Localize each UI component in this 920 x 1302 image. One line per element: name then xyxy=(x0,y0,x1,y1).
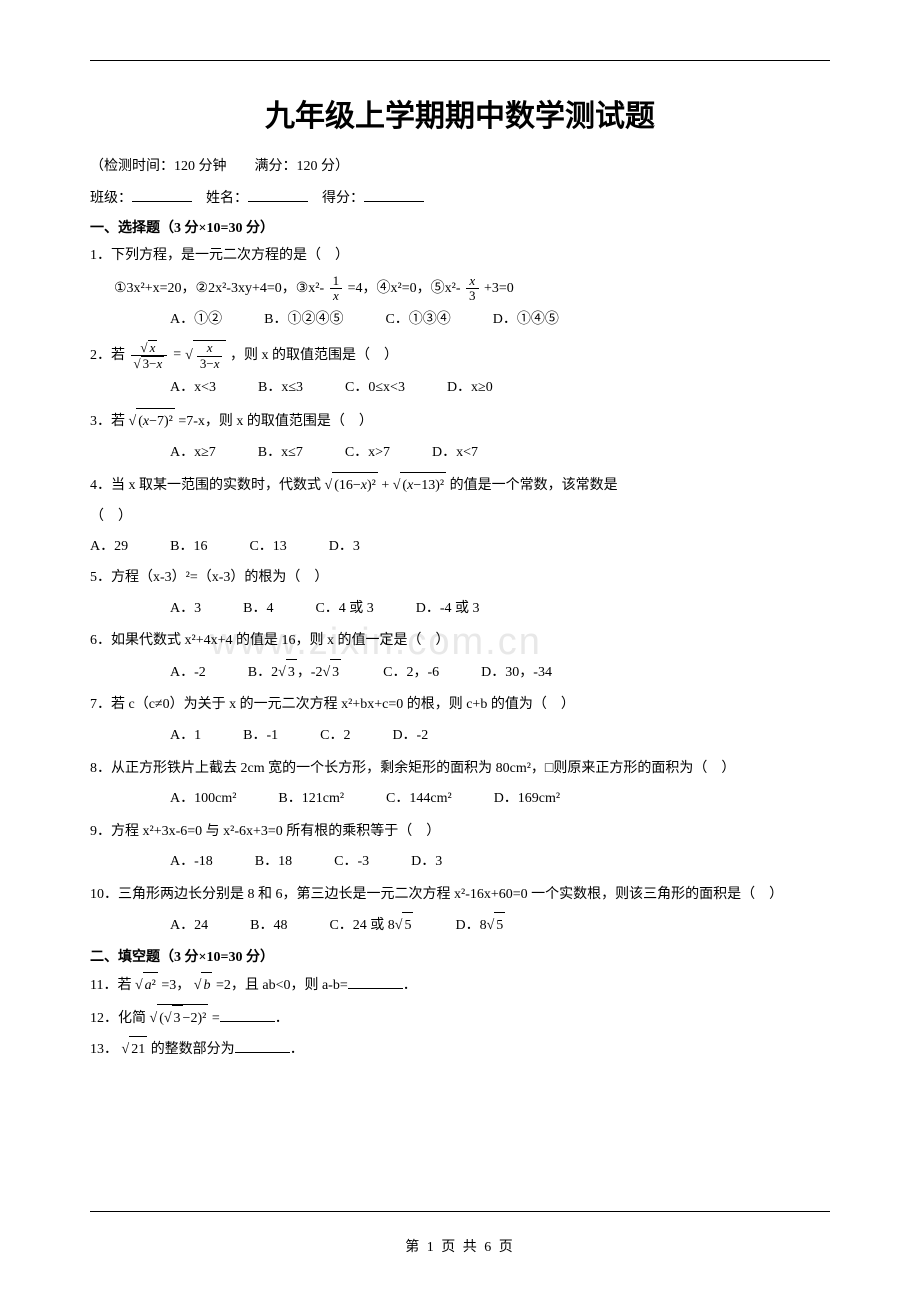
q4-text-a: 4．当 x 取某一范围的实数时，代数式 xyxy=(90,478,321,493)
q6-opts-a: A．-2 B．2 xyxy=(170,665,278,680)
sqrt-b: √b xyxy=(194,978,213,993)
q9-options: A．-18 B．18 C．-3 D．3 xyxy=(90,849,830,876)
q11-c: =2，且 ab<0，则 a-b= xyxy=(216,978,348,993)
sqrt-a2: √a² xyxy=(135,978,158,993)
q1-options: A．①② B．①②④⑤ C．①③④ D．①④⑤ xyxy=(90,307,830,334)
sqrt5-1: √5 xyxy=(395,918,414,933)
page-footer: 第 1 页 共 6 页 xyxy=(90,1236,830,1256)
q2-text-b: ，则 x 的取值范围是（ ） xyxy=(230,348,398,363)
q10-opts-a: A．24 B．48 C．24 或 8 xyxy=(170,918,395,933)
q13: 13． √21 的整数部分为 ． xyxy=(90,1036,830,1064)
q4: 4．当 x 取某一范围的实数时，代数式 √(16−x)² + √(x−13)² … xyxy=(90,472,830,500)
score-blank xyxy=(364,187,424,202)
q1-body: ①3x²+x=20，②2x²-3xy+4=0，③x²- 1x =4，④x²=0，… xyxy=(90,274,830,304)
sqrt3-2: √3 xyxy=(322,665,341,680)
q7-options: A．1 B．-1 C．2 D．-2 xyxy=(90,723,830,750)
q11-a: 11．若 xyxy=(90,978,131,993)
q11-blank xyxy=(348,974,403,989)
sqrt-rhs: √x3−x xyxy=(185,340,226,371)
q1-text-c: +3=0 xyxy=(481,281,514,296)
q5-options: A．3 B．4 C．4 或 3 D．-4 或 3 xyxy=(90,596,830,623)
q1-text-a: ①3x²+x=20，②2x²-3xy+4=0，③x²- xyxy=(114,281,328,296)
q4-paren: （ ） xyxy=(90,504,830,531)
q2-text-a: 2．若 xyxy=(90,348,125,363)
section-1-heading: 一、选择题（3 分×10=30 分） xyxy=(90,217,830,237)
q10-options: A．24 B．48 C．24 或 8√5 D．8√5 xyxy=(90,912,830,940)
q2-equation: √x√3−x = √x3−x xyxy=(129,340,227,372)
q3: 3．若 √(x−7)² =7-x，则 x 的取值范围是（ ） xyxy=(90,408,830,436)
q1-text-b: =4，④x²=0，⑤x²- xyxy=(344,281,464,296)
q13-a: 13． xyxy=(90,1042,118,1057)
q10-opts-b: D．8 xyxy=(413,918,486,933)
q6-opts-c: C．2，-6 D．30，-34 xyxy=(341,665,552,680)
q9: 9．方程 x²+3x-6=0 与 x²-6x+3=0 所有根的乘积等于（ ） xyxy=(90,819,830,846)
q6: 6．如果代数式 x²+4x+4 的值是 16，则 x 的值一定是（ ） xyxy=(90,628,830,655)
q12-a: 12．化简 xyxy=(90,1011,146,1026)
q3-text-a: 3．若 xyxy=(90,414,125,429)
q11: 11．若 √a² =3， √b =2，且 ab<0，则 a-b= ． xyxy=(90,972,830,1000)
q13-c: ． xyxy=(290,1042,304,1057)
q3-text-b: =7-x，则 x 的取值范围是（ ） xyxy=(178,414,373,429)
q4-text-b: 的值是一个常数，该常数是 xyxy=(450,478,618,493)
q12-c: ． xyxy=(275,1011,289,1026)
q2: 2．若 √x√3−x = √x3−x ，则 x 的取值范围是（ ） xyxy=(90,340,830,372)
sqrt5-2: √5 xyxy=(487,918,506,933)
q11-b: =3， xyxy=(161,978,190,993)
sqrt-nested: √(√3−2)² xyxy=(150,1011,209,1026)
frac-x-3: x3 xyxy=(466,274,479,304)
q1-stem: 1．下列方程，是一元二次方程的是（ ） xyxy=(90,243,830,270)
q5: 5．方程（x-3）²=（x-3）的根为（ ） xyxy=(90,565,830,592)
q7: 7．若 c（c≠0）为关于 x 的一元二次方程 x²+bx+c=0 的根，则 c… xyxy=(90,692,830,719)
sqrt3-1: √3 xyxy=(278,665,297,680)
exam-info: （检测时间：120 分钟 满分：120 分） xyxy=(90,153,830,181)
q3-sqrt: √(x−7)² xyxy=(129,414,175,429)
student-fields: 班级： 姓名： 得分： xyxy=(90,185,830,213)
score-label: 得分： xyxy=(322,191,364,206)
class-blank xyxy=(132,187,192,202)
section-2-heading: 二、填空题（3 分×10=30 分） xyxy=(90,946,830,966)
class-label: 班级： xyxy=(90,191,132,206)
content-frame: www.zixin.com.cn 九年级上学期期中数学测试题 （检测时间：120… xyxy=(90,60,830,1212)
q6-opts-b: ，-2 xyxy=(297,665,323,680)
frac-1-x: 1x xyxy=(330,274,343,304)
document-title: 九年级上学期期中数学测试题 xyxy=(90,91,830,135)
q3-options: A．x≥7 B．x≤7 C．x>7 D．x<7 xyxy=(90,440,830,467)
sqrt-21: √21 xyxy=(122,1042,148,1057)
q8-options: A．100cm² B．121cm² C．144cm² D．169cm² xyxy=(90,786,830,813)
q2-options: A．x<3 B．x≤3 C．0≤x<3 D．x≥0 xyxy=(90,375,830,402)
q12: 12．化简 √(√3−2)² = ． xyxy=(90,1004,830,1033)
frac-lhs: √x√3−x xyxy=(131,340,168,372)
q8: 8．从正方形铁片上截去 2cm 宽的一个长方形，剩余矩形的面积为 80cm²，□… xyxy=(90,756,830,783)
q13-b: 的整数部分为 xyxy=(151,1042,235,1057)
content-body: 九年级上学期期中数学测试题 （检测时间：120 分钟 满分：120 分） 班级：… xyxy=(90,91,830,1064)
q13-blank xyxy=(235,1038,290,1053)
name-label: 姓名： xyxy=(206,191,248,206)
q10: 10．三角形两边长分别是 8 和 6，第三边长是一元二次方程 x²-16x+60… xyxy=(90,882,830,909)
page: www.zixin.com.cn 九年级上学期期中数学测试题 （检测时间：120… xyxy=(0,0,920,1296)
q4-expr: √(16−x)² + √(x−13)² xyxy=(325,478,447,493)
name-blank xyxy=(248,187,308,202)
q6-options: A．-2 B．2√3，-2√3 C．2，-6 D．30，-34 xyxy=(90,659,830,687)
q12-b: = xyxy=(212,1011,220,1026)
q4-options: A．29 B．16 C．13 D．3 xyxy=(90,534,830,561)
q12-blank xyxy=(220,1007,275,1022)
q11-d: ． xyxy=(403,978,417,993)
